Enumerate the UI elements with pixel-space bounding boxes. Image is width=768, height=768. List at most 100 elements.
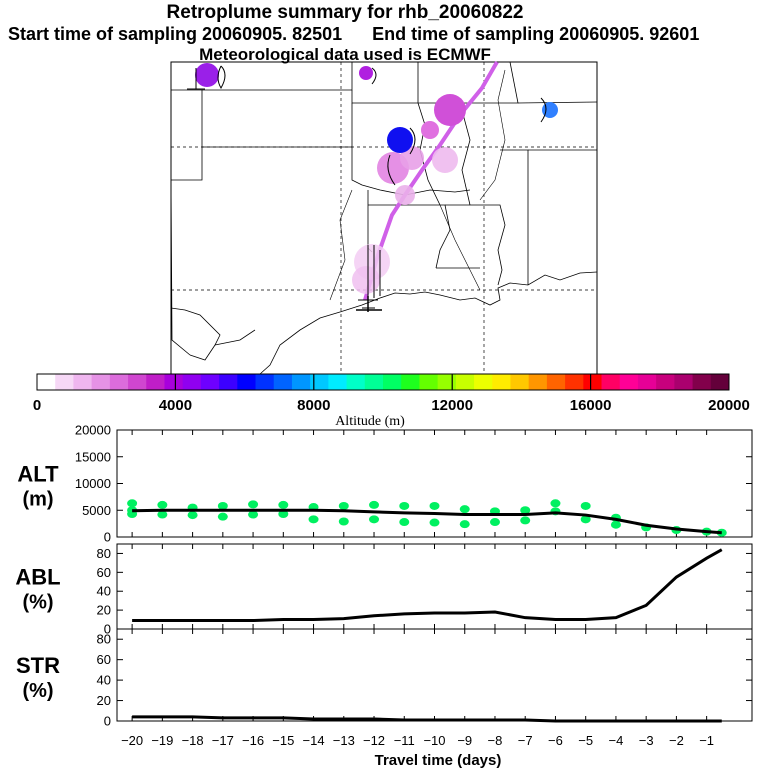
colorbar-tick: 4000	[159, 397, 192, 414]
scatter-point	[278, 509, 289, 518]
colorbar-swatch	[219, 374, 238, 390]
scatter-point	[489, 518, 500, 527]
colorbar-tick: 0	[33, 397, 41, 414]
colorbar-swatch	[237, 374, 257, 390]
colorbar-tick-labels: 0 4000 8000 12000 16000 20000	[33, 374, 750, 414]
x-tick-label: −18	[182, 733, 204, 748]
panel-abl: 0 20 40 60 80 ABL(%)	[15, 543, 753, 637]
x-tick-label: −16	[242, 733, 264, 748]
plume-cluster	[421, 121, 439, 139]
colorbar-swatch	[383, 374, 402, 390]
y-axis-unit: (%)	[22, 592, 53, 614]
scatter-point	[399, 501, 410, 510]
x-tick-label: −11	[394, 733, 415, 748]
colorbar-swatch	[55, 374, 74, 390]
scatter-point	[217, 501, 228, 510]
colorbar-frame	[36, 373, 730, 391]
plume-cluster	[387, 127, 413, 153]
y-axis-title: STR	[16, 653, 60, 678]
plume-cluster	[359, 66, 373, 80]
series-line	[132, 548, 723, 622]
colorbar-swatch	[255, 374, 275, 390]
colorbar-swatch	[200, 374, 220, 390]
x-tick-label: −2	[669, 733, 684, 748]
colorbar-swatch	[546, 374, 566, 390]
plume-cluster	[195, 63, 219, 87]
map-graticule	[171, 62, 597, 374]
colorbar-swatch	[328, 374, 348, 390]
colorbar-swatch	[692, 374, 712, 390]
colorbar-tick: 20000	[708, 397, 750, 414]
y-tick-label: 10000	[75, 476, 111, 491]
colorbar-swatch	[583, 374, 603, 390]
colorbar-tick: 12000	[431, 397, 473, 414]
scatter-point	[187, 511, 198, 520]
scatter-point	[399, 518, 410, 527]
colorbar-swatch	[291, 374, 311, 390]
y-tick-label: 80	[97, 632, 111, 647]
colorbar-swatch	[310, 374, 329, 390]
y-axis-title: ALT	[17, 462, 59, 487]
scatter-point	[580, 501, 591, 510]
rivers	[329, 69, 506, 301]
sampling-time-line: Start time of sampling 20060905. 82501 En…	[8, 24, 699, 45]
plume-cluster	[432, 147, 458, 173]
x-tick-label: −9	[457, 733, 472, 748]
scatter-point	[308, 515, 319, 524]
x-tick-label: −8	[488, 733, 503, 748]
plume-cluster	[400, 146, 424, 170]
colorbar-swatch	[710, 374, 730, 390]
colorbar-swatch	[528, 374, 548, 390]
colorbar-swatch	[565, 374, 584, 390]
colorbar-swatch	[164, 374, 184, 390]
y-tick-label: 0	[104, 622, 111, 637]
scatter-point	[157, 510, 168, 519]
scatter-point	[520, 516, 531, 525]
colorbar-tick: 16000	[570, 397, 612, 414]
colorbar-label: Altitude (m)	[335, 414, 405, 429]
scatter-point	[610, 520, 621, 529]
scatter-point	[580, 515, 591, 524]
scatter-point	[248, 510, 259, 519]
coastline	[170, 271, 598, 375]
x-tick-label: −7	[518, 733, 533, 748]
panel-frame	[116, 543, 753, 630]
x-tick-label: −20	[121, 733, 143, 748]
colorbar-swatch	[656, 374, 675, 390]
start-time-label: Start time of sampling 20060905. 82501	[8, 24, 343, 44]
x-axis-title: Travel time (days)	[375, 752, 502, 768]
colorbar-swatch	[419, 374, 439, 390]
scatter-point	[248, 500, 259, 509]
colorbar-swatch	[437, 374, 457, 390]
series-line	[132, 508, 722, 535]
y-tick-label: 40	[97, 584, 111, 599]
colorbar-swatch	[273, 374, 293, 390]
colorbar-swatch	[346, 374, 366, 390]
y-tick-label: 80	[97, 546, 111, 561]
time-series-panels: 05000100001500020000ALT(m)020406080ABL(%…	[15, 423, 753, 748]
y-tick-label: 40	[97, 673, 111, 688]
receptor-marker	[356, 296, 382, 312]
scatter-point	[338, 501, 349, 510]
page-title: Retroplume summary for rhb_20060822	[166, 2, 524, 23]
scatter-point	[459, 505, 470, 514]
y-tick-label: 60	[97, 652, 111, 667]
colorbar-swatch	[146, 374, 165, 390]
y-axis-unit: (m)	[22, 489, 53, 511]
scatter-point	[338, 517, 349, 526]
colorbar-swatch	[492, 374, 511, 390]
x-tick-labels: −20 −19 −18 −17 −16 −15 −14 −13 −12 −11 −10 −9 −8 −7−…	[121, 733, 714, 748]
plume-trajectory	[363, 61, 499, 301]
x-tick-label: −10	[423, 733, 445, 748]
x-tick-label: −14	[303, 733, 325, 748]
altitude-colorbar	[36, 373, 730, 391]
scatter-point	[520, 506, 531, 515]
map-panel	[170, 61, 598, 375]
plume-cluster	[395, 185, 415, 205]
scatter-point	[157, 500, 168, 509]
colorbar-swatch	[510, 374, 530, 390]
end-time-label: End time of sampling 20060905. 92601	[372, 24, 700, 44]
met-data-label: Meteorological data used is ECMWF	[199, 45, 491, 64]
colorbar-tick: 8000	[297, 397, 330, 414]
